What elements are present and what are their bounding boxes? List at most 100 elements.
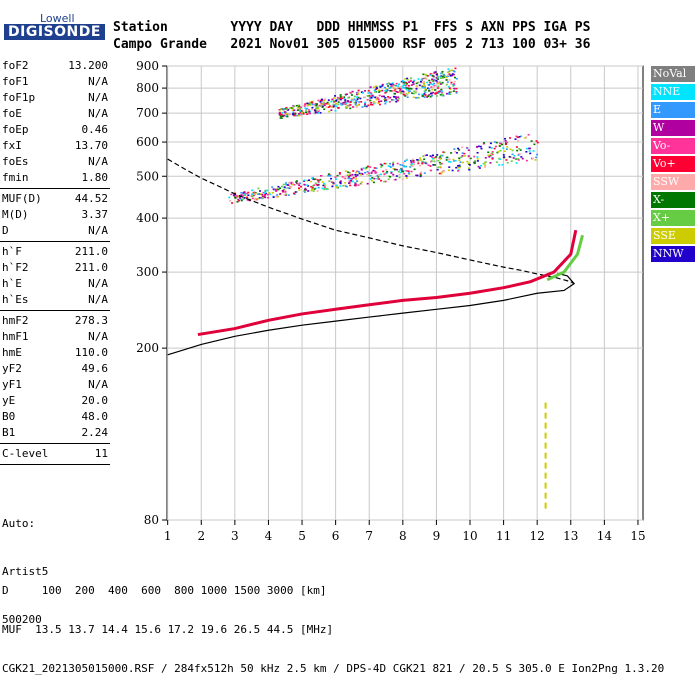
echo-dot bbox=[318, 104, 321, 107]
echo-dot bbox=[266, 189, 269, 192]
echo-dot bbox=[339, 98, 342, 101]
echo-dot bbox=[441, 93, 444, 96]
echo-dot bbox=[401, 79, 404, 82]
echo-dot bbox=[367, 165, 370, 168]
echo-dot bbox=[499, 158, 502, 160]
echo-dot bbox=[491, 151, 494, 153]
echo-dot bbox=[368, 172, 371, 174]
echo-dot bbox=[307, 190, 310, 192]
echo-dot bbox=[436, 81, 439, 83]
param-label: MUF(D) bbox=[2, 192, 42, 205]
param-label: foE bbox=[2, 107, 22, 120]
echo-dot bbox=[360, 91, 363, 93]
echo-dot bbox=[360, 183, 363, 185]
param-row: foEp 0.46 bbox=[0, 122, 110, 138]
echo-dot bbox=[369, 97, 372, 99]
echo-dot bbox=[391, 83, 394, 86]
echo-dot bbox=[285, 182, 288, 184]
echo-dot bbox=[390, 90, 393, 92]
echo-dot bbox=[458, 157, 461, 160]
echo-dot bbox=[429, 165, 432, 167]
echo-dot bbox=[354, 182, 357, 184]
echo-dot bbox=[431, 78, 434, 81]
echo-dot bbox=[490, 147, 493, 149]
echo-dot bbox=[482, 142, 485, 145]
echo-dot bbox=[467, 155, 470, 157]
echo-dot bbox=[436, 72, 439, 75]
echo-dot bbox=[302, 113, 305, 115]
echo-dot bbox=[276, 188, 279, 190]
echo-dot bbox=[282, 183, 285, 186]
echo-dot bbox=[402, 81, 405, 84]
echo-dot bbox=[321, 98, 324, 101]
echo-dot bbox=[477, 145, 480, 148]
echo-dot bbox=[390, 171, 393, 173]
echo-dot bbox=[445, 75, 448, 78]
echo-dot bbox=[458, 164, 461, 167]
echo-dot bbox=[449, 74, 452, 77]
echo-dot bbox=[393, 93, 396, 95]
echo-dot bbox=[443, 151, 446, 154]
echo-dot bbox=[310, 101, 313, 104]
echo-dot bbox=[243, 196, 246, 199]
echo-dot bbox=[416, 158, 419, 161]
echo-dot bbox=[467, 149, 470, 152]
echo-dot bbox=[347, 177, 350, 180]
echo-dot bbox=[369, 103, 372, 106]
echo-dot bbox=[373, 167, 376, 169]
echo-dot bbox=[393, 96, 396, 98]
param-row: foF2 13.200 bbox=[0, 58, 110, 74]
echo-dot bbox=[410, 164, 413, 166]
echo-dot bbox=[455, 77, 458, 80]
x-tick-label: 11 bbox=[496, 529, 511, 543]
echo-dot bbox=[511, 153, 514, 156]
logo-digisonde: DIGISONDE bbox=[4, 24, 105, 40]
echo-dot bbox=[385, 168, 388, 171]
echo-dot bbox=[383, 98, 386, 101]
echo-dot bbox=[311, 185, 314, 187]
echo-dot bbox=[435, 156, 438, 158]
echo-dot bbox=[360, 167, 363, 170]
echo-dot bbox=[298, 105, 301, 108]
echo-dot bbox=[364, 103, 367, 105]
echo-dot bbox=[314, 104, 317, 107]
echo-dot bbox=[516, 136, 519, 139]
echo-dot bbox=[344, 101, 347, 103]
echo-dot bbox=[325, 106, 328, 108]
echo-dot bbox=[349, 101, 352, 103]
echo-dot bbox=[350, 179, 353, 182]
param-label: foF1 bbox=[2, 75, 29, 88]
echo-dot bbox=[455, 91, 458, 93]
echo-dot bbox=[430, 91, 433, 94]
echo-dot bbox=[397, 96, 400, 99]
echo-dot bbox=[391, 99, 394, 101]
echo-dot bbox=[411, 165, 414, 167]
echo-dot bbox=[387, 82, 390, 85]
echo-dot bbox=[298, 182, 301, 185]
echo-dot bbox=[384, 92, 387, 94]
echo-dot bbox=[378, 94, 381, 97]
echo-dot bbox=[330, 106, 333, 108]
echo-dot bbox=[328, 110, 331, 113]
echo-dot bbox=[289, 106, 292, 109]
echo-dot bbox=[357, 96, 360, 99]
echo-dot bbox=[355, 175, 358, 178]
echo-dot bbox=[400, 168, 403, 171]
echo-dot bbox=[292, 192, 295, 195]
echo-dot bbox=[423, 86, 426, 89]
echo-dot bbox=[251, 189, 254, 192]
echo-dot bbox=[518, 147, 521, 150]
echo-dot bbox=[436, 78, 439, 80]
echo-dot bbox=[336, 174, 339, 177]
echo-dot bbox=[387, 96, 390, 98]
echo-dot bbox=[333, 100, 336, 103]
echo-dot bbox=[335, 99, 338, 101]
echo-dot bbox=[275, 190, 278, 192]
echo-dot bbox=[448, 91, 451, 94]
echo-dot bbox=[406, 77, 409, 80]
param-row: yF2 49.6 bbox=[0, 361, 110, 377]
echo-dot bbox=[353, 95, 356, 98]
echo-dot bbox=[445, 92, 448, 95]
echo-dot bbox=[286, 187, 289, 189]
echo-dot bbox=[483, 162, 486, 164]
